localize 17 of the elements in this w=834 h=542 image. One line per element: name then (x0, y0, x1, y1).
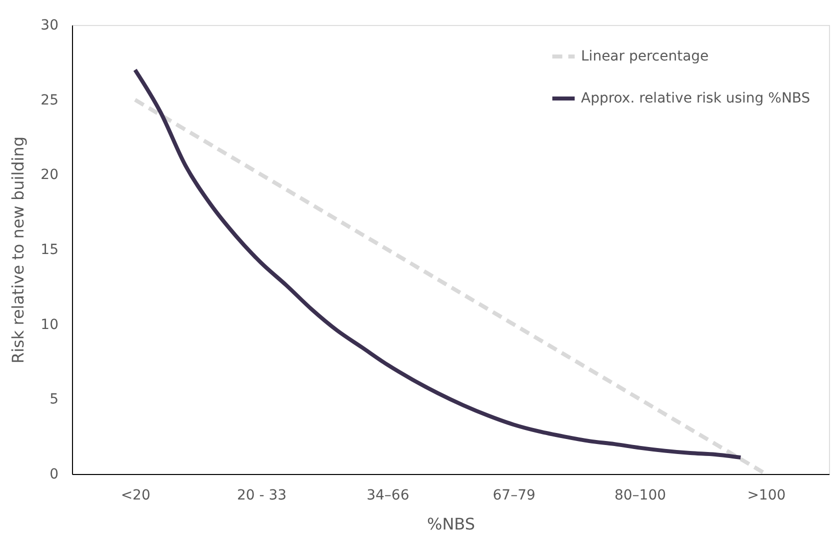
x-tick-label: 67–79 (492, 488, 536, 504)
y-tick-label: 20 (40, 167, 58, 184)
y-tick-label: 10 (40, 316, 58, 333)
y-tick-label: 5 (50, 392, 58, 408)
legend-label: Linear percentage (581, 48, 709, 64)
x-tick-label: <20 (120, 488, 150, 504)
legend-label: Approx. relative risk using %NBS (581, 90, 810, 106)
x-axis-title: %NBS (426, 514, 476, 534)
x-tick-label: 34–66 (366, 488, 410, 504)
y-tick-label: 0 (50, 466, 58, 482)
x-tick-label: 80–100 (614, 488, 666, 504)
y-tick-label: 25 (40, 92, 58, 108)
y-axis-title: Risk relative to new building (8, 136, 28, 364)
y-tick-label: 15 (40, 242, 58, 258)
y-tick-label: 30 (40, 18, 58, 34)
x-tick-label: 20 - 33 (236, 488, 287, 504)
x-tick-label: >100 (747, 488, 786, 504)
